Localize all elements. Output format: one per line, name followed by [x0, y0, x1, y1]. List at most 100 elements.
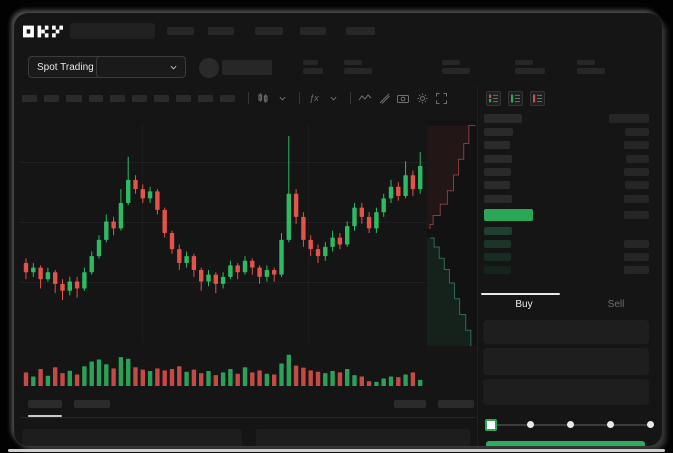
timeframe-button-skeleton[interactable] [154, 94, 169, 102]
stat-label-skeleton [442, 60, 460, 65]
ask-row-skeleton [484, 181, 510, 190]
chevron-down-icon[interactable] [274, 91, 290, 105]
slider-handle[interactable] [485, 419, 497, 431]
order-input-field[interactable] [483, 320, 649, 344]
gridline [142, 124, 143, 342]
bid-row-skeleton [624, 253, 649, 261]
timeframe-button-skeleton[interactable] [176, 94, 191, 102]
fullscreen-icon[interactable] [433, 91, 449, 105]
okx-trading-window: Spot Trading [14, 13, 662, 446]
gridline [20, 222, 426, 223]
stat-value-skeleton [515, 68, 545, 74]
stat-value-skeleton [303, 68, 323, 74]
bid-row-skeleton [484, 266, 511, 274]
timeframe-button-skeleton[interactable] [132, 94, 147, 102]
ask-row-skeleton [625, 128, 649, 136]
slider-stop-dot[interactable] [607, 421, 614, 428]
book-asks-icon[interactable] [530, 91, 545, 106]
timeframe-buttons-skeleton [22, 94, 242, 102]
depth-chart[interactable] [427, 121, 478, 346]
gridline [20, 282, 426, 283]
amount-slider[interactable] [485, 419, 654, 431]
bid-row-skeleton [624, 266, 649, 274]
buy-submit-button[interactable] [486, 441, 645, 446]
brush-icon[interactable] [376, 91, 392, 105]
stat-value-skeleton [442, 68, 470, 74]
slider-stop-dot[interactable] [647, 421, 654, 428]
ask-row-skeleton [626, 154, 649, 163]
interval-candles-icon[interactable] [255, 91, 271, 105]
candlestick-chart[interactable] [20, 124, 426, 342]
pair-name-skeleton [222, 60, 272, 75]
order-book-rows [484, 112, 649, 292]
nav-link-skeleton [300, 27, 326, 35]
active-tab-underline [28, 415, 62, 417]
last-price-bar[interactable] [484, 209, 533, 221]
ob-header-amount-skeleton [609, 114, 649, 123]
search-input[interactable] [70, 23, 155, 39]
nav-link-skeleton [255, 27, 283, 35]
ask-row-skeleton [624, 141, 649, 150]
ob-row-skeleton [624, 211, 649, 219]
order-input-field[interactable] [483, 379, 649, 405]
timeframe-button-skeleton[interactable] [89, 94, 103, 102]
okx-logo-icon [23, 25, 63, 38]
bid-row-skeleton [484, 227, 512, 235]
gridline [20, 162, 426, 163]
orderbook-mode-switcher [486, 91, 545, 106]
timeframe-button-skeleton[interactable] [220, 94, 235, 102]
nav-link-skeleton [167, 27, 194, 35]
pair-avatar[interactable] [199, 58, 219, 78]
bottom-action-skeleton[interactable] [394, 400, 426, 408]
bid-row-skeleton [624, 240, 649, 248]
bottom-action-skeleton[interactable] [438, 400, 474, 408]
toolbar-divider [299, 92, 300, 104]
stat-label-skeleton [344, 60, 362, 65]
ask-row-skeleton [484, 154, 512, 163]
stat-label-skeleton [515, 60, 533, 65]
indicator-fx-icon[interactable]: ƒx [309, 93, 319, 103]
book-combined-icon[interactable] [486, 91, 501, 106]
instrument-bar: Spot Trading [14, 50, 662, 86]
slider-stop-dot[interactable] [567, 421, 574, 428]
nav-link-skeleton [208, 27, 234, 35]
orders-panel-left-skeleton [22, 429, 242, 446]
ask-row-skeleton [484, 194, 512, 203]
orders-panel-skeleton [22, 429, 470, 446]
order-input-field[interactable] [483, 348, 649, 375]
chart-toolbar: ƒx [14, 86, 478, 110]
timeframe-button-skeleton[interactable] [44, 94, 59, 102]
volume-bars[interactable] [20, 348, 426, 386]
trendline-icon[interactable] [357, 91, 373, 105]
tab-sell[interactable]: Sell [570, 293, 662, 316]
nav-link-skeleton [346, 27, 375, 35]
candles-plot [23, 135, 423, 301]
toolbar-divider [248, 92, 249, 104]
timeframe-button-skeleton[interactable] [66, 94, 82, 102]
pair-selector[interactable] [96, 56, 186, 78]
bottom-tab-skeleton[interactable] [28, 400, 62, 408]
slider-stop-dot[interactable] [527, 421, 534, 428]
chevron-down-icon[interactable] [325, 91, 341, 105]
market-type-label: Spot Trading [37, 61, 94, 73]
ask-row-skeleton [484, 141, 510, 150]
toolbar-divider [350, 92, 351, 104]
ob-header-price-skeleton [484, 114, 522, 123]
stat-value-skeleton [344, 68, 372, 74]
timeframe-button-skeleton[interactable] [198, 94, 213, 102]
bottom-tab-skeleton[interactable] [74, 400, 110, 408]
tab-sell-label: Sell [607, 299, 625, 310]
settings-gear-icon[interactable] [414, 91, 430, 105]
ask-row-skeleton [624, 194, 649, 203]
top-nav-bar [14, 13, 662, 50]
timeframe-button-skeleton[interactable] [22, 94, 37, 102]
bid-row-skeleton [484, 240, 511, 248]
chart-column [14, 110, 478, 446]
book-bids-icon[interactable] [508, 91, 523, 106]
stat-value-skeleton [577, 68, 605, 74]
order-side-tabs: Buy Sell [478, 293, 662, 316]
camera-icon[interactable] [395, 91, 411, 105]
timeframe-button-skeleton[interactable] [110, 94, 125, 102]
orders-panel-right-skeleton [256, 429, 470, 446]
tab-buy[interactable]: Buy [478, 293, 570, 316]
